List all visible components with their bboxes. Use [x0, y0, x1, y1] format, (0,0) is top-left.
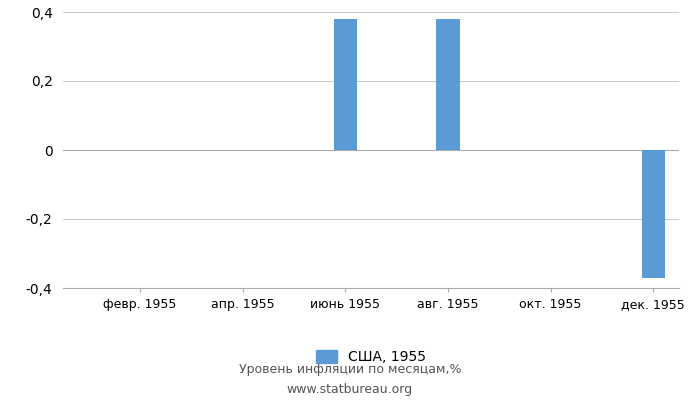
Legend: США, 1955: США, 1955 [311, 345, 431, 370]
Bar [642, 150, 665, 278]
Text: Уровень инфляции по месяцам,%: Уровень инфляции по месяцам,% [239, 364, 461, 376]
Text: www.statbureau.org: www.statbureau.org [287, 384, 413, 396]
Bar [334, 19, 357, 150]
Bar [437, 19, 459, 150]
